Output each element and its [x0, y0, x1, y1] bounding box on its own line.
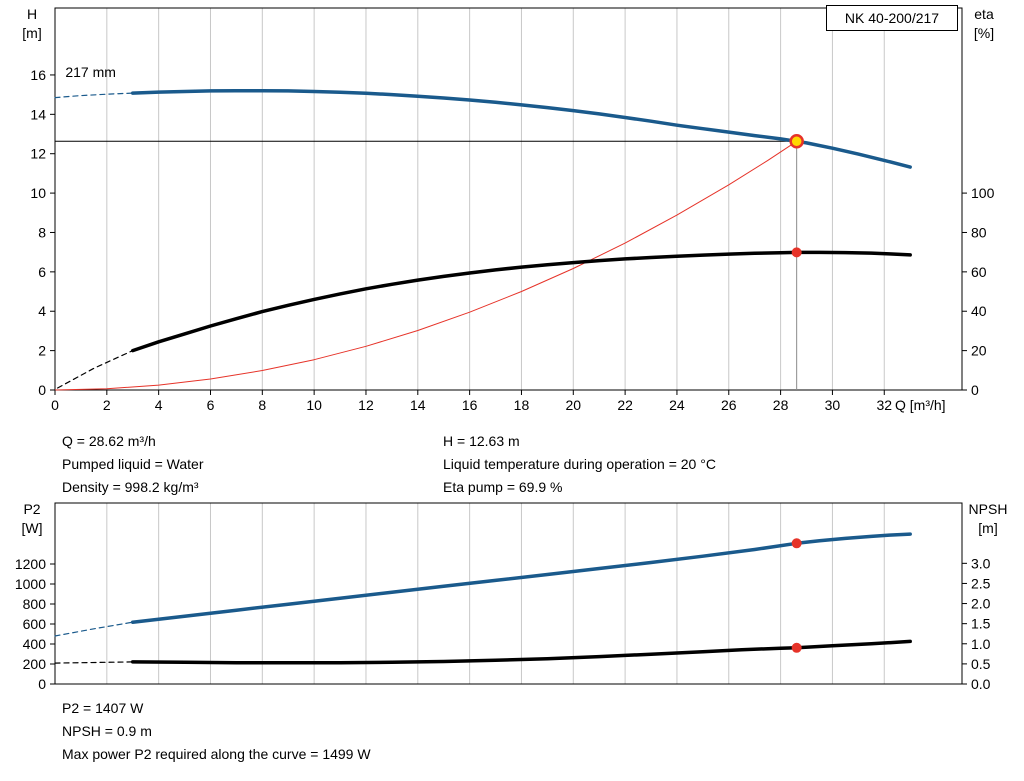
right-tick-label: 3.0	[971, 555, 991, 571]
left-tick-label: 10	[30, 185, 46, 201]
bottom-tick-label: 30	[825, 397, 841, 413]
left-tick-label: 0	[38, 676, 46, 692]
flow-axis-label: Q [m³/h]	[895, 397, 946, 413]
p2-curve	[130, 532, 912, 624]
bottom-tick-label: 28	[773, 397, 789, 413]
right-tick-label: 20	[971, 343, 987, 359]
pump-curve-extrapolated	[54, 92, 134, 99]
footer-line-p2: P2 = 1407 W	[62, 700, 144, 716]
left-tick-label: 14	[30, 106, 46, 122]
p2-axis-label: P2 [W]	[14, 500, 50, 538]
right-tick-label: 2.0	[971, 596, 991, 612]
plot-frame	[54, 7, 963, 391]
left-tick-label: 16	[30, 67, 46, 83]
eta-axis-label: eta [%]	[966, 5, 1002, 43]
eta-axis-label-line1: eta	[974, 6, 994, 22]
left-tick-label: 12	[30, 146, 46, 162]
left-tick-label: 2	[38, 343, 46, 359]
footer-line-npsh: NPSH = 0.9 m	[62, 723, 152, 739]
left-tick-label: 6	[38, 264, 46, 280]
plot-frame	[54, 502, 963, 685]
right-tick-label: 60	[971, 264, 987, 280]
left-tick-label: 600	[23, 616, 47, 632]
left-tick-label: 1000	[15, 576, 46, 592]
npsh-point	[791, 642, 802, 653]
footer-line-maxpower: Max power P2 required along the curve = …	[62, 746, 371, 762]
p2-axis-label-line1: P2	[23, 501, 41, 517]
duty-point	[789, 134, 804, 149]
npsh-axis-label: NPSH [m]	[958, 500, 1018, 538]
bottom-tick-label: 20	[565, 397, 581, 413]
left-tick-label: 0	[38, 382, 46, 398]
impeller-size-label: 217 mm	[65, 64, 116, 80]
bottom-tick-label: 8	[258, 397, 266, 413]
right-tick-label: 0.0	[971, 676, 991, 692]
right-tick-label: 80	[971, 224, 987, 240]
right-tick-label: 0.5	[971, 656, 991, 672]
right-tick-label: 2.5	[971, 575, 991, 591]
left-tick-label: 4	[38, 303, 46, 319]
npsh-axis-label-line1: NPSH	[968, 501, 1008, 517]
system-curve	[54, 140, 798, 391]
bottom-tick-label: 18	[514, 397, 530, 413]
duty-info-right: H = 12.63 m Liquid temperature during op…	[443, 430, 716, 499]
left-tick-label: 200	[23, 656, 47, 672]
pump-model-box: NK 40-200/217	[826, 5, 958, 31]
right-tick-label: 40	[971, 303, 987, 319]
head-axis-label: H [m]	[16, 5, 48, 43]
left-tick-label: 800	[23, 596, 47, 612]
duty-info-left: Q = 28.62 m³/h Pumped liquid = Water Den…	[62, 430, 204, 499]
p2-axis-label-line2: [W]	[21, 520, 43, 536]
info-line-flow: Q = 28.62 m³/h	[62, 433, 156, 449]
left-tick-label: 400	[23, 636, 47, 652]
bottom-tick-label: 22	[617, 397, 633, 413]
bottom-tick-label: 14	[410, 397, 426, 413]
bottom-tick-label: 0	[51, 397, 59, 413]
left-tick-label: 8	[38, 224, 46, 240]
right-tick-label: 0	[971, 382, 979, 398]
npsh-curve-extrapolated	[54, 661, 134, 664]
bottom-tick-label: 10	[306, 397, 322, 413]
info-line-liquid: Pumped liquid = Water	[62, 456, 204, 472]
left-tick-label: 1200	[15, 556, 46, 572]
right-tick-label: 1.0	[971, 636, 991, 652]
eta-axis-label-line2: [%]	[973, 25, 995, 41]
efficiency-point	[791, 247, 802, 258]
bottom-tick-label: 32	[876, 397, 892, 413]
info-line-head: H = 12.63 m	[443, 433, 520, 449]
bottom-tick-label: 4	[155, 397, 163, 413]
right-tick-label: 1.5	[971, 616, 991, 632]
result-footer: P2 = 1407 W NPSH = 0.9 m Max power P2 re…	[62, 697, 371, 766]
npsh-curve	[130, 639, 912, 665]
info-line-eta: Eta pump = 69.9 %	[443, 479, 563, 495]
bottom-tick-label: 16	[462, 397, 478, 413]
power-npsh-chart: 0 200 400 600 800 1000 1200 0.0 0.5 1.0 1.5 2.0 2.5 3…	[15, 502, 991, 692]
bottom-tick-label: 12	[358, 397, 374, 413]
p2-point	[791, 538, 802, 549]
bottom-tick-label: 24	[669, 397, 685, 413]
info-line-temperature: Liquid temperature during operation = 20…	[443, 456, 716, 472]
bottom-tick-label: 2	[103, 397, 111, 413]
info-line-density: Density = 998.2 kg/m³	[62, 479, 199, 495]
npsh-axis-label-line2: [m]	[978, 520, 998, 536]
head-axis-label-line1: H	[26, 6, 38, 22]
right-tick-label: 100	[971, 185, 995, 201]
p2-curve-extrapolated	[54, 621, 134, 637]
efficiency-curve-extrapolated	[56, 350, 134, 389]
head-axis-label-line2: [m]	[22, 25, 42, 41]
bottom-tick-label: 6	[207, 397, 215, 413]
bottom-tick-label: 26	[721, 397, 737, 413]
